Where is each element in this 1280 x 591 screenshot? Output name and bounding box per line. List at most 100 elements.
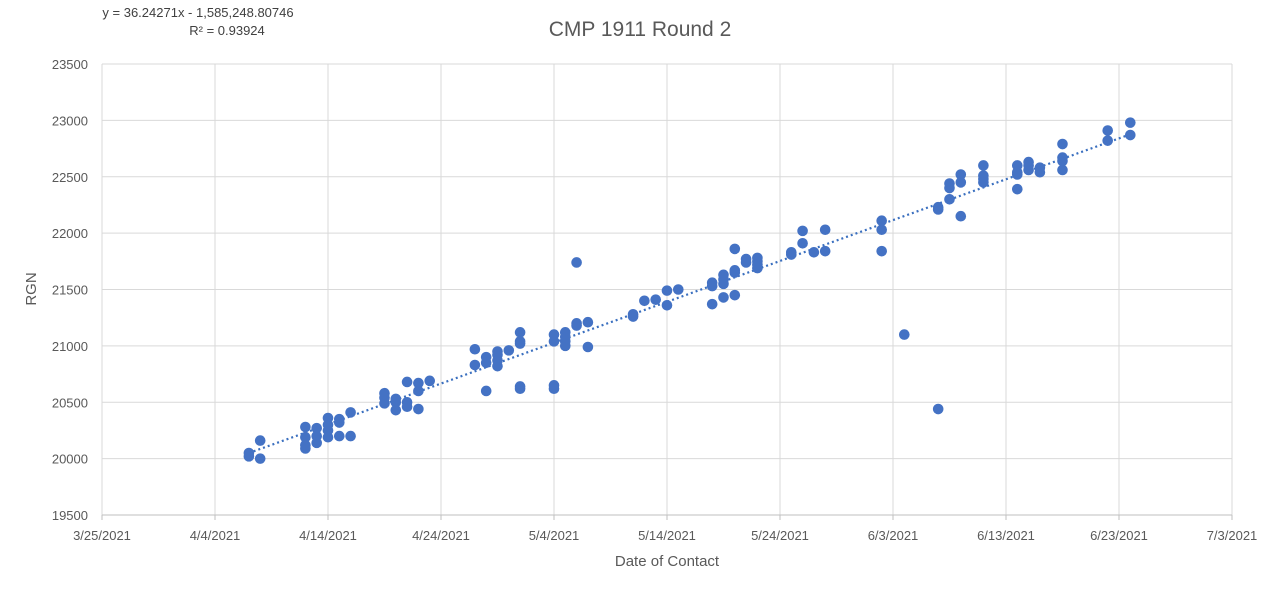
data-point [661,285,673,296]
data-point [571,257,582,268]
data-point [379,398,390,409]
data-point [401,376,413,388]
data-point [729,267,741,278]
x-tick-label: 5/14/2021 [638,528,696,543]
x-tick-label: 4/14/2021 [299,528,357,543]
data-point [401,401,413,413]
y-tick-label: 22500 [52,170,88,185]
data-point [300,443,311,454]
data-point [311,437,323,449]
y-tick-labels: 19500 20000 20500 21000 21500 22000 22500 23000… [52,57,88,523]
trendline-r-squared: R² = 0.93924 [189,23,265,38]
data-point [1057,164,1068,176]
data-point [322,431,334,443]
y-tick-label: 21500 [52,283,88,298]
data-point [254,453,266,464]
data-point [944,182,955,194]
data-point [300,431,311,443]
data-point [706,298,718,310]
data-point [469,359,481,371]
data-point [413,377,424,389]
data-point [503,345,515,356]
data-point [492,360,503,372]
data-point [1057,138,1068,150]
data-point [876,245,887,257]
data-point [752,262,763,274]
data-point [786,249,797,260]
axes [101,514,1233,520]
y-tick-label: 23500 [52,57,88,72]
y-tick-label: 21000 [52,339,88,354]
data-point [819,245,831,257]
chart-title: CMP 1911 Round 2 [549,18,732,41]
data-point [639,295,650,307]
x-tick-label: 6/23/2021 [1090,528,1148,543]
y-tick-label: 23000 [52,113,88,128]
data-point [582,316,594,328]
data-point [944,194,955,205]
data-point [718,292,729,303]
data-point [469,343,481,355]
data-point [254,435,266,446]
data-point [729,289,741,301]
x-tick-labels: 3/25/2021 4/4/2021 4/14/2021 4/24/2021 5/4/2… [73,528,1257,543]
data-point [1012,183,1023,195]
data-point [560,340,571,352]
data-point [571,320,582,331]
data-point [1125,117,1136,128]
data-point [797,237,808,249]
data-point [932,204,944,215]
data-point [413,385,424,397]
data-point [514,383,526,395]
data-point [955,169,967,180]
data-point [480,357,492,369]
x-tick-label: 6/13/2021 [977,528,1035,543]
data-point [514,338,526,349]
data-point [548,336,560,347]
data-point [1057,155,1068,167]
data-point [390,404,402,416]
data-point [311,422,323,434]
data-point [955,210,967,222]
data-point [1012,169,1023,180]
data-point [932,403,944,415]
data-point [300,421,311,433]
data-point [1034,166,1046,178]
data-point [661,299,673,311]
data-point [582,341,594,353]
data-point [706,280,718,292]
data-point [334,417,345,428]
data-point [1125,129,1136,141]
x-tick-label: 4/24/2021 [412,528,470,543]
y-tick-label: 20000 [52,452,88,467]
data-point [797,225,808,237]
y-tick-label: 22000 [52,226,88,241]
data-point [819,224,831,236]
data-point [978,160,989,171]
data-point [424,375,436,387]
data-point [390,396,402,408]
data-point [480,385,492,397]
x-tick-label: 5/24/2021 [751,528,809,543]
x-tick-label: 7/3/2021 [1207,528,1258,543]
data-point [1102,135,1113,146]
data-point [673,284,684,295]
data-point [740,257,752,268]
data-point [650,294,661,305]
data-point [729,243,741,255]
data-point [345,407,356,418]
trendline-equation: y = 36.24271x - 1,585,248.80746 [102,5,293,20]
data-point [413,403,424,415]
data-point [978,177,989,188]
data-point [548,383,560,395]
data-point [514,327,526,338]
x-tick-label: 4/4/2021 [190,528,241,543]
data-point [627,311,639,322]
data-point [876,224,887,236]
y-tick-label: 19500 [52,508,88,523]
x-axis-label: Date of Contact [615,553,720,570]
data-point [1102,125,1113,136]
data-point [718,278,729,290]
x-tick-label: 3/25/2021 [73,528,131,543]
